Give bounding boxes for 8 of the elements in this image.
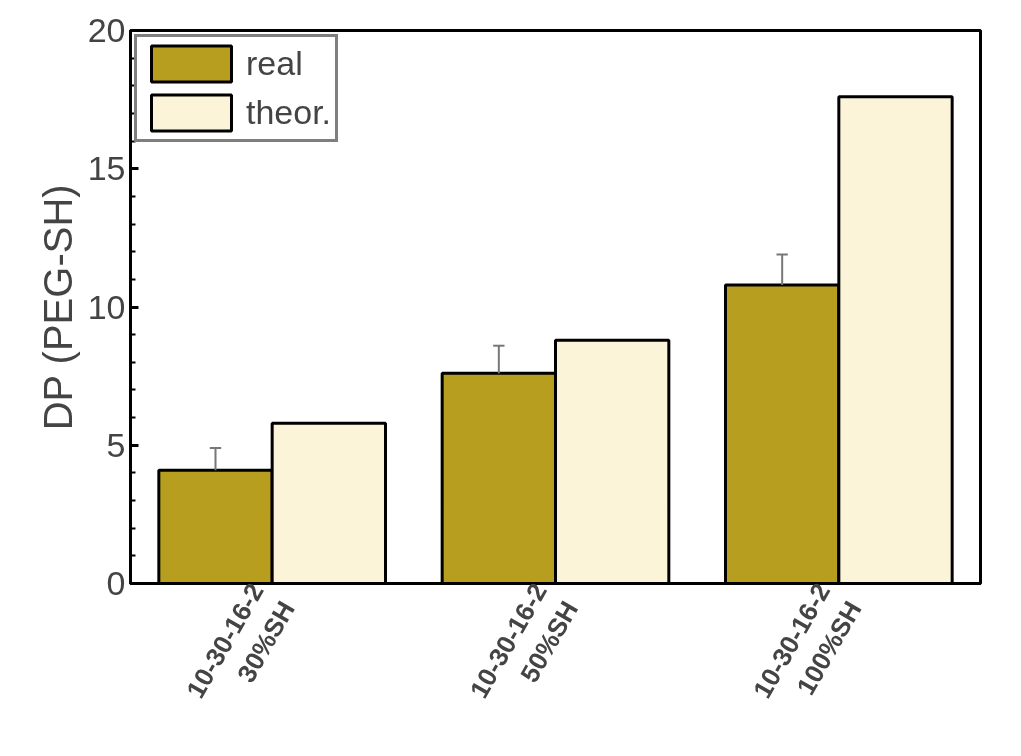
legend-label: real xyxy=(246,44,303,83)
y-tick-label: 20 xyxy=(87,11,126,49)
legend-label: theor. xyxy=(246,93,332,132)
y-tick-label: 5 xyxy=(106,425,126,464)
y-tick-label: 10 xyxy=(87,287,126,326)
y-tick-label: 15 xyxy=(87,149,126,188)
y-tick-label: 0 xyxy=(106,564,126,602)
y-axis-title: DP (PEG-SH) xyxy=(35,184,80,431)
